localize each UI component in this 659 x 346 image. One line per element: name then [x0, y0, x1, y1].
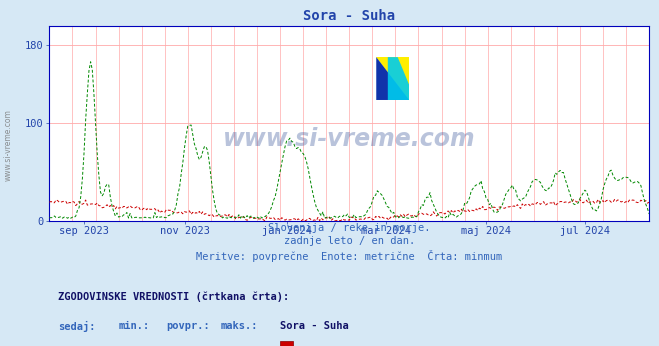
- Polygon shape: [387, 57, 409, 100]
- Polygon shape: [376, 57, 409, 100]
- Bar: [280, 341, 293, 346]
- Text: sedaj:: sedaj:: [59, 321, 96, 332]
- Polygon shape: [376, 57, 409, 100]
- Text: www.si-vreme.com: www.si-vreme.com: [223, 127, 476, 151]
- Text: maks.:: maks.:: [220, 321, 258, 331]
- Text: www.si-vreme.com: www.si-vreme.com: [3, 109, 13, 181]
- Text: Sora - Suha: Sora - Suha: [280, 321, 349, 331]
- Title: Sora - Suha: Sora - Suha: [303, 9, 395, 24]
- Text: Slovenija / reke in morje.
zadnje leto / en dan.
Meritve: povprečne  Enote: metr: Slovenija / reke in morje. zadnje leto /…: [196, 223, 502, 262]
- Text: povpr.:: povpr.:: [166, 321, 210, 331]
- Text: min.:: min.:: [119, 321, 150, 331]
- Text: ZGODOVINSKE VREDNOSTI (črtkana črta):: ZGODOVINSKE VREDNOSTI (črtkana črta):: [59, 291, 290, 302]
